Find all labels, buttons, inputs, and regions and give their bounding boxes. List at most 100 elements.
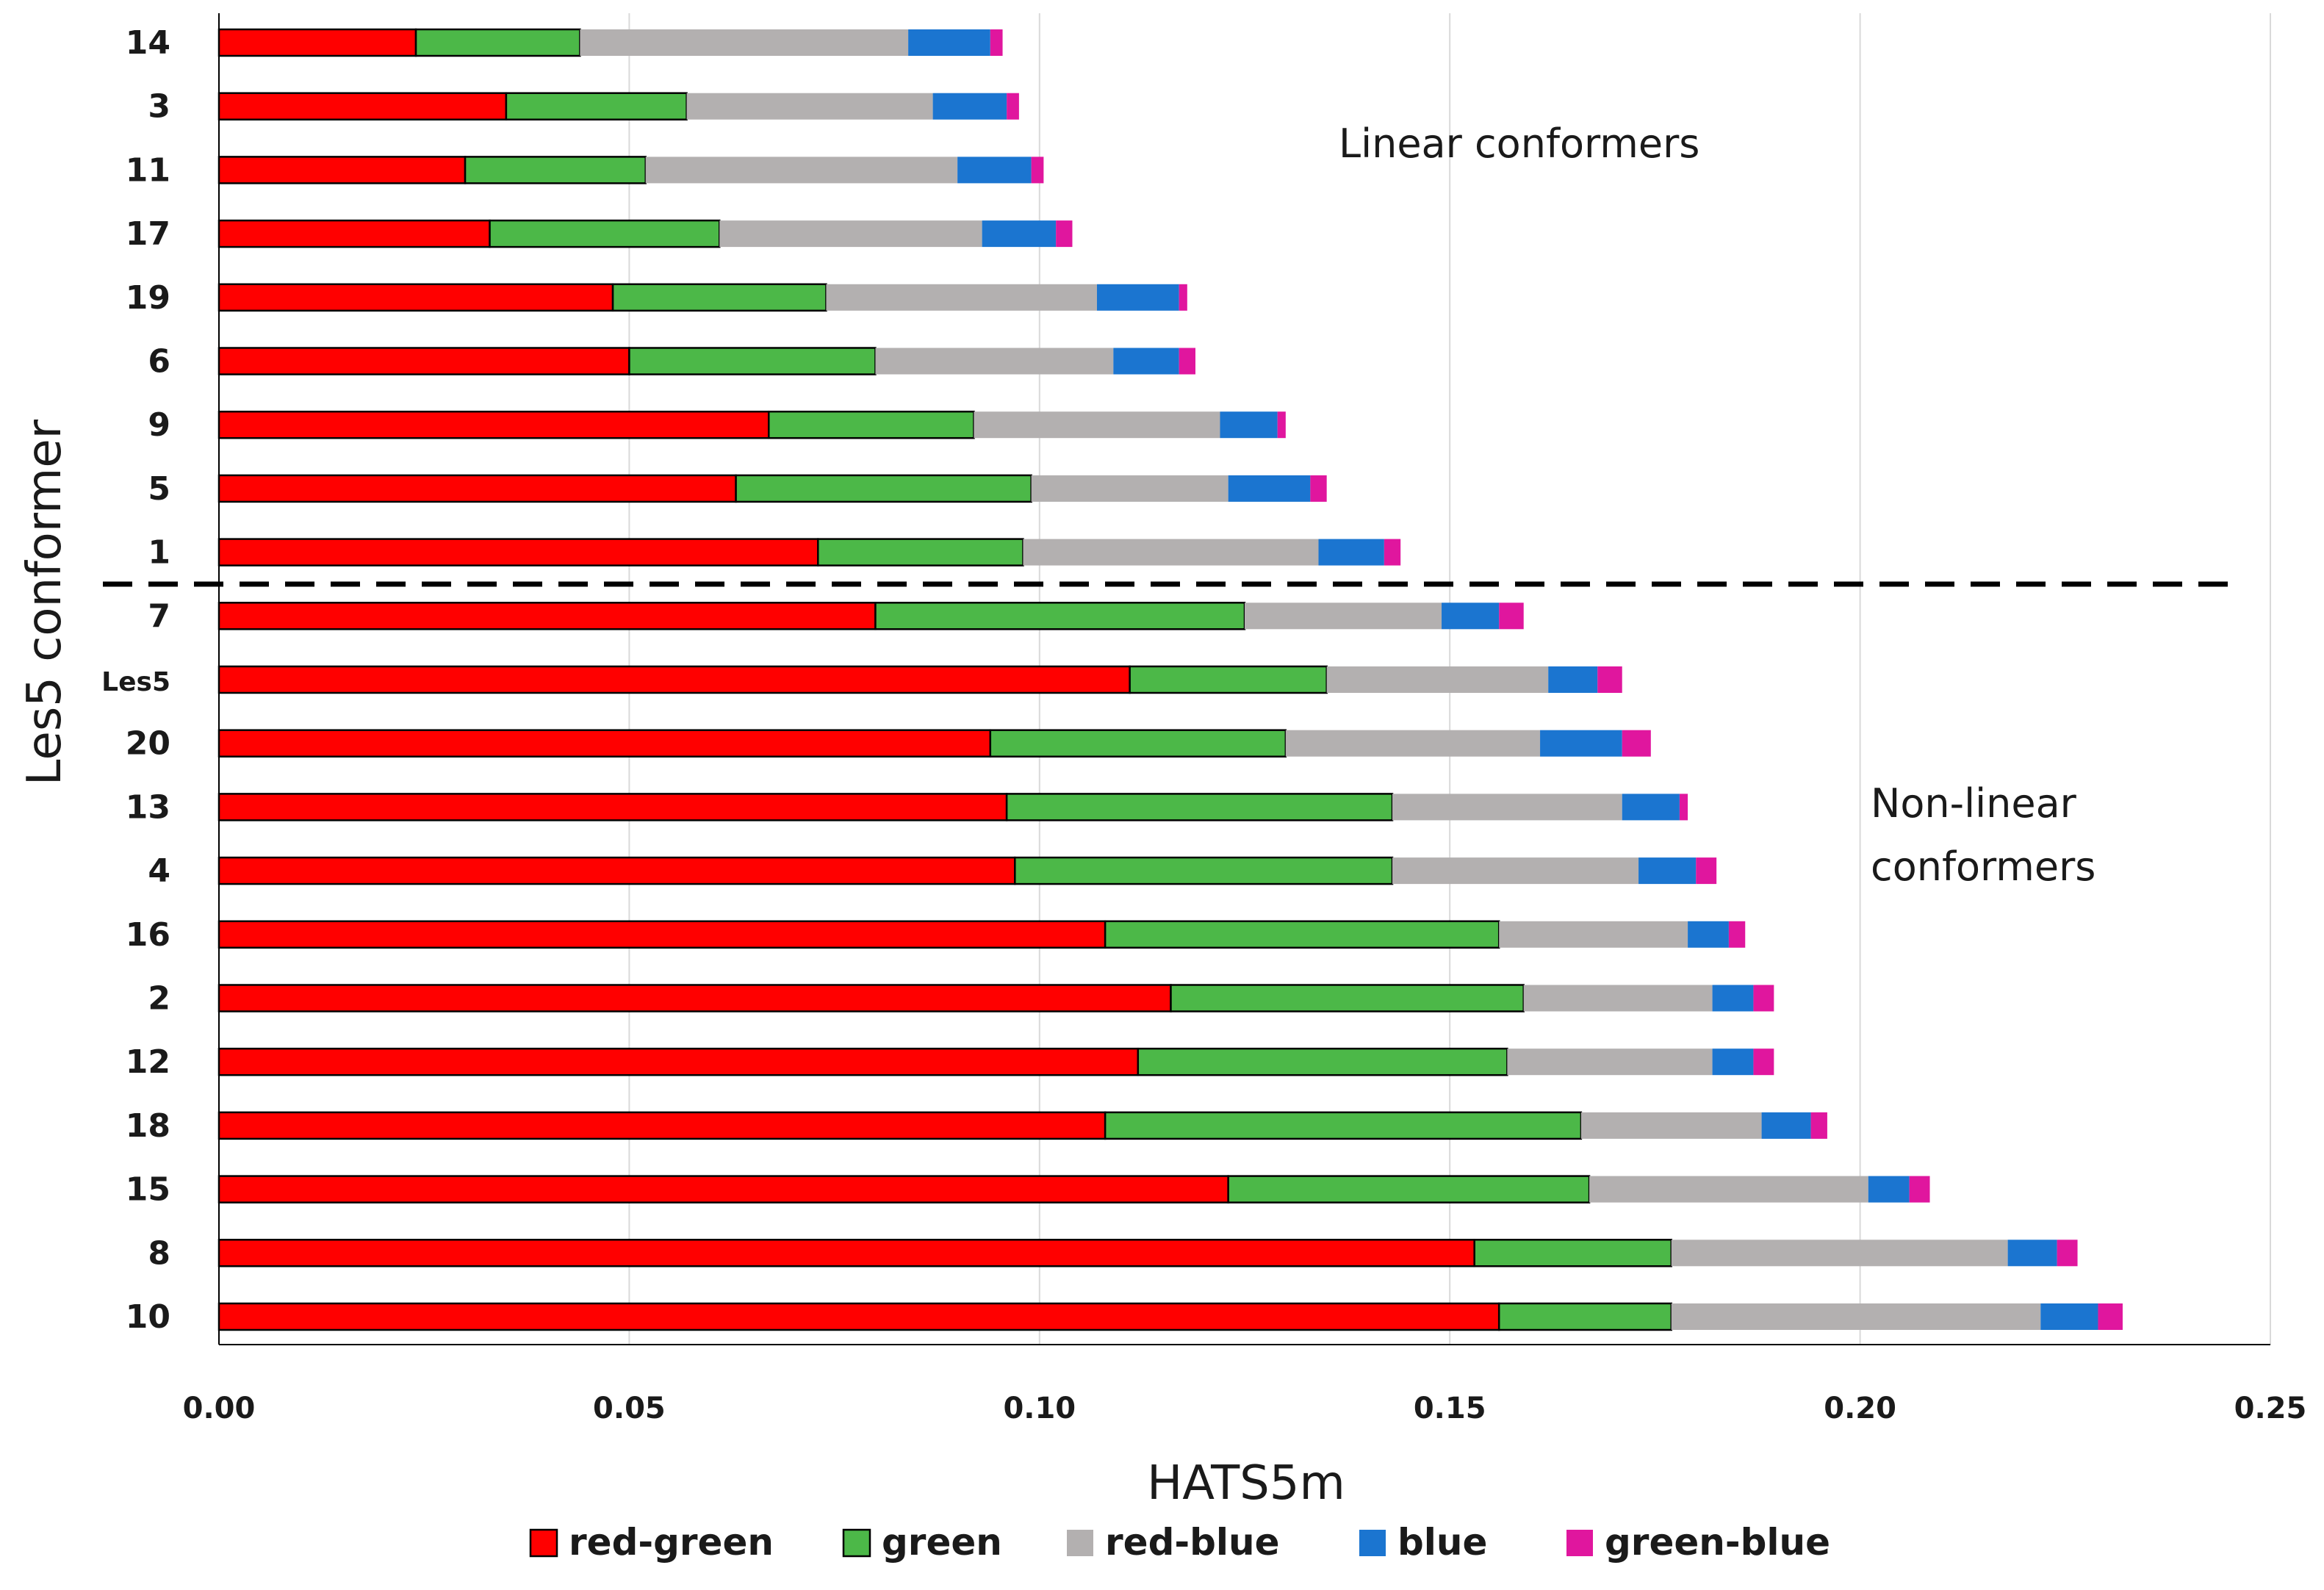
legend-label: green-blue	[1605, 1521, 1830, 1564]
y-tick-label: Les5	[101, 667, 170, 697]
legend-label: blue	[1397, 1521, 1487, 1564]
bar-segment-red-blue	[580, 29, 909, 56]
y-tick-label: 4	[148, 852, 170, 890]
bar-segment-green-blue	[1909, 1176, 1930, 1203]
bar-segment-green	[1227, 1175, 1591, 1204]
x-tick-label: 0.00	[183, 1392, 256, 1425]
bar-segment-red-blue	[1580, 1112, 1762, 1139]
y-tick-label: 15	[126, 1171, 170, 1209]
bar-segment-green-blue	[1810, 1112, 1827, 1139]
bar-segment-green	[505, 92, 688, 120]
bar-segment-red-blue	[1326, 666, 1549, 693]
x-tick-label: 0.15	[1414, 1392, 1486, 1425]
bar-segment-blue	[1540, 730, 1622, 757]
legend: red-green green red-blue blue green-blue	[529, 1521, 1830, 1564]
bar-segment-red-blue	[1392, 794, 1622, 821]
bar-segment-red-blue	[875, 348, 1114, 375]
bar-segment-red-blue	[1023, 539, 1319, 566]
y-tick-label: 20	[126, 725, 170, 763]
bar-segment-red-blue	[1507, 1048, 1713, 1076]
bar-segment-red-green	[217, 410, 770, 439]
bar-segment-green-blue	[1622, 730, 1651, 757]
linear-annotation: Linear conformers	[1339, 120, 1699, 167]
y-tick-label: 3	[148, 88, 170, 126]
bar-segment-blue	[1712, 985, 1754, 1012]
bar-segment-red-green	[217, 92, 508, 120]
bar-segment-green-blue	[1310, 475, 1327, 502]
x-tick-label: 0.05	[593, 1392, 666, 1425]
bar-segment-blue	[1688, 921, 1729, 948]
bar-segment-blue	[1442, 602, 1500, 630]
bar-segment-green	[1005, 793, 1394, 821]
bar-segment-blue	[1638, 857, 1697, 885]
bar-segment-red-green	[217, 1175, 1229, 1204]
bar-segment-blue	[1096, 284, 1179, 311]
nonlinear-annotation-line2: conformers	[1871, 843, 2095, 890]
bar-segment-blue	[982, 220, 1057, 248]
bar-segment-green	[1170, 984, 1525, 1012]
bar-segment-blue	[2040, 1303, 2098, 1330]
y-tick-label: 11	[126, 151, 170, 189]
bars	[217, 28, 2123, 1331]
bar-segment-blue	[1548, 666, 1598, 693]
nonlinear-annotation-line1: Non-linear	[1871, 780, 2077, 827]
bar-segment-blue	[1761, 1112, 1811, 1139]
legend-swatch-red-blue	[1067, 1530, 1093, 1556]
bar-segment-green-blue	[990, 29, 1003, 56]
x-tick-label: 0.20	[1824, 1392, 1896, 1425]
bar-segment-green	[1104, 920, 1500, 949]
axes	[218, 13, 2270, 1345]
bar-segment-green-blue	[1753, 1048, 1774, 1076]
bar-segment-blue	[2007, 1240, 2057, 1267]
y-tick-label: 10	[126, 1298, 170, 1336]
bar-segment-green	[1137, 1047, 1508, 1076]
bar-segment-blue	[957, 157, 1032, 184]
bar-segment-red-blue	[1245, 602, 1442, 630]
bar-segment-green	[735, 474, 1032, 503]
bar-segment-red-green	[217, 283, 614, 312]
bar-segment-red-blue	[1499, 921, 1688, 948]
legend-swatch-green	[842, 1528, 871, 1558]
bar-segment-green	[414, 28, 581, 57]
bar-segment-red-green	[217, 1239, 1475, 1267]
y-tick-label: 16	[126, 916, 170, 954]
legend-label: red-blue	[1105, 1521, 1280, 1564]
bar-segment-green-blue	[1179, 348, 1195, 375]
legend-swatch-blue	[1359, 1530, 1386, 1556]
y-tick-label: 13	[126, 788, 170, 826]
bar-segment-red-green	[217, 219, 491, 248]
bar-segment-red-blue	[1589, 1176, 1868, 1203]
y-tick-label: 2	[148, 980, 170, 1018]
bar-segment-green	[489, 219, 721, 248]
bar-segment-blue	[1712, 1048, 1754, 1076]
bar-segment-red-green	[217, 984, 1172, 1012]
bar-segment-green	[628, 347, 877, 375]
x-tick-label: 0.10	[1003, 1392, 1076, 1425]
y-tick-label: 19	[126, 279, 170, 317]
legend-label: green	[882, 1521, 1002, 1564]
bar-segment-red-blue	[1285, 730, 1541, 757]
bar-segment-green-blue	[2098, 1303, 2123, 1330]
y-tick-label: 7	[148, 597, 170, 635]
bar-segment-green-blue	[1679, 794, 1688, 821]
y-tick-label: 12	[126, 1043, 170, 1081]
bar-segment-red-blue	[719, 220, 982, 248]
bar-segment-red-blue	[1671, 1240, 2008, 1267]
bar-segment-green	[1497, 1302, 1672, 1331]
bar-segment-red-blue	[1671, 1303, 2041, 1330]
bar-segment-blue	[1228, 475, 1311, 502]
legend-swatch-red-green	[529, 1528, 558, 1558]
y-tick-label: 8	[148, 1234, 170, 1272]
bar-segment-green-blue	[1277, 411, 1286, 439]
bar-segment-green	[1014, 856, 1394, 885]
bar-segment-red-green	[217, 793, 1008, 821]
bar-segment-green	[874, 602, 1246, 630]
bar-segment-blue	[1318, 539, 1384, 566]
bar-segment-red-blue	[686, 93, 933, 120]
bar-segment-green-blue	[1179, 284, 1187, 311]
y-axis-title: Les5 conformer	[18, 419, 72, 785]
bar-segment-green-blue	[1753, 985, 1774, 1012]
bar-segment-red-green	[217, 856, 1016, 885]
bar-segment-red-green	[217, 1111, 1107, 1140]
bar-segment-red-green	[217, 538, 819, 566]
